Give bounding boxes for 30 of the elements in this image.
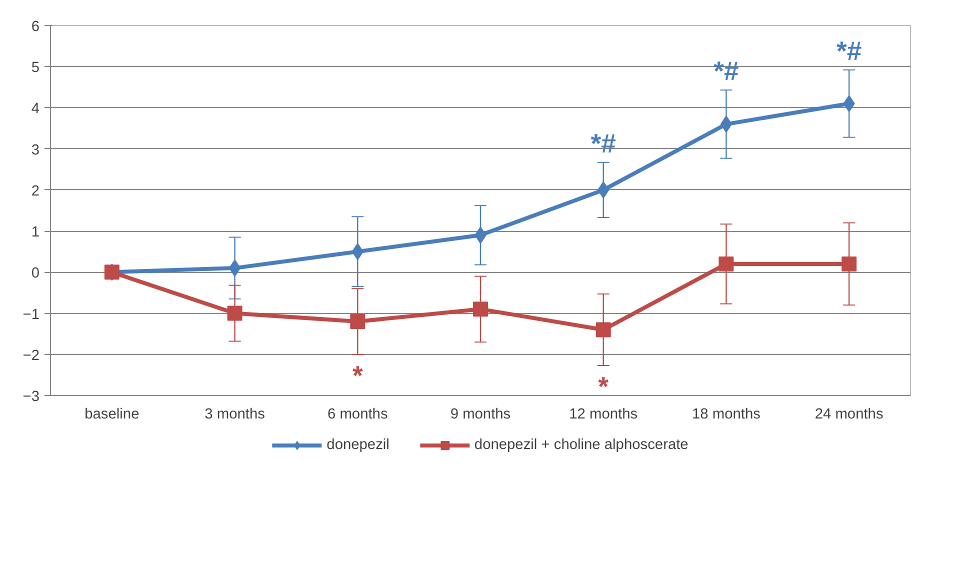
legend-label: donepezil + choline alphoscerate [474,437,688,453]
x-tick-label: 18 months [692,406,760,422]
point [350,314,366,329]
annotation: * [352,360,364,390]
x-tick-label: 9 months [450,406,511,422]
x-tick-label: 3 months [204,406,265,422]
annotation: *# [836,36,862,66]
point [473,302,488,317]
point [228,260,241,277]
x-tick-label: 6 months [328,406,388,422]
point [718,256,734,272]
y-tick-label: 3 [31,142,40,158]
annotation: * [598,371,610,402]
point [842,256,857,272]
x-tick-label: 12 months [569,406,638,422]
point [720,116,732,133]
y-tick-label: 4 [31,101,40,118]
y-tick-label: 6 [31,19,40,35]
point [227,306,242,321]
y-tick-label: 2 [31,183,40,200]
y-tick-label: −2 [22,348,40,364]
x-tick-label: baseline [84,406,140,422]
legend-label: donepezil [326,437,390,453]
x-tick-label: 24 months [814,406,884,422]
y-tick-label: 5 [31,60,40,76]
y-tick-label: −1 [22,306,40,323]
y-tick-label: 0 [31,266,40,282]
y-tick-label: 1 [31,224,40,241]
y-tick-label: −3 [22,389,40,405]
point [596,322,611,338]
